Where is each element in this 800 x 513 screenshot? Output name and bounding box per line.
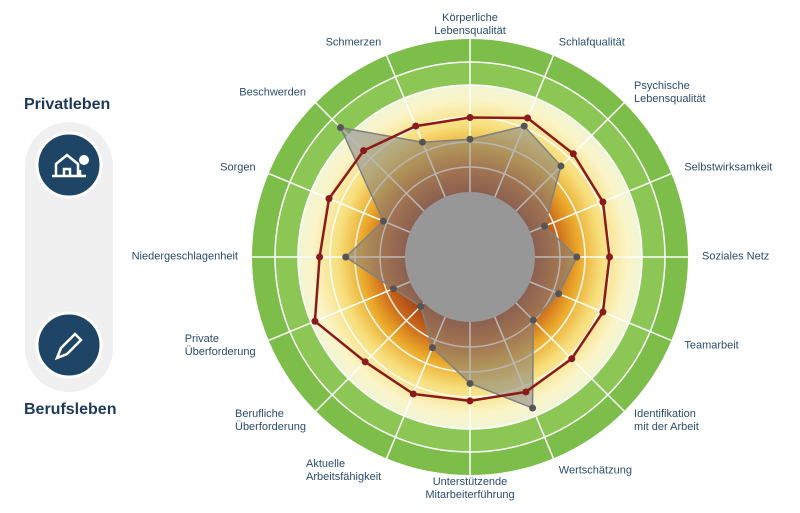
point — [466, 135, 474, 143]
point — [466, 113, 474, 121]
point — [466, 397, 474, 405]
tree-icon — [79, 155, 89, 165]
point — [573, 253, 581, 261]
point — [360, 147, 368, 155]
point — [418, 138, 426, 146]
point — [311, 317, 319, 325]
axis-label: Beschwerden — [239, 86, 306, 99]
point — [524, 114, 532, 122]
point — [389, 285, 397, 293]
point — [522, 388, 530, 396]
axis-label: Selbstwirksamkeit — [684, 161, 773, 174]
point — [409, 390, 417, 398]
point — [555, 290, 563, 298]
point — [520, 122, 528, 130]
sidebar — [25, 122, 113, 392]
point — [412, 122, 420, 130]
axis-label: Wertschätzung — [558, 464, 632, 477]
point — [599, 198, 607, 206]
bottom-label: Berufsleben — [24, 401, 117, 418]
point — [428, 344, 436, 352]
point — [337, 124, 345, 132]
point — [342, 253, 350, 261]
point — [541, 222, 549, 230]
point — [379, 217, 387, 225]
point — [606, 253, 614, 261]
axis-label: Private Überforderung — [184, 332, 256, 358]
axis-label: Psychische Lebensqualität — [634, 79, 706, 105]
home-icon-circle — [35, 131, 103, 199]
point — [568, 355, 576, 363]
point — [417, 302, 425, 310]
point — [466, 379, 474, 387]
point — [325, 195, 333, 203]
point — [599, 308, 607, 316]
point — [557, 162, 565, 170]
point — [569, 150, 577, 158]
axis-label: Soziales Netz — [702, 250, 770, 263]
point — [529, 316, 537, 324]
axis-label: Schlafqualität — [558, 36, 625, 49]
axis-label: Teamarbeit — [684, 339, 739, 352]
point — [361, 358, 369, 366]
plot — [252, 39, 688, 475]
work-icon-circle — [35, 311, 103, 379]
axis-label: Körperliche Lebensqualität — [434, 12, 506, 37]
home-icon — [52, 153, 86, 178]
axis-label: Berufliche Überforderung — [235, 408, 306, 434]
pencil-icon — [54, 332, 83, 361]
axis-label: Schmerzen — [325, 36, 382, 49]
axis-label: Niedergeschlagenheit — [131, 250, 238, 263]
point — [316, 253, 324, 261]
axis-label: Aktuelle Arbeitsfähigkeit — [305, 458, 382, 484]
axis-label: Sorgen — [220, 161, 256, 174]
point — [529, 404, 537, 412]
axis-label: Unterstützende Mitarbeiterführung — [425, 476, 515, 501]
axis-label: Identifikation mit der Arbeit — [634, 408, 699, 434]
top-label: Privatleben — [24, 96, 111, 113]
